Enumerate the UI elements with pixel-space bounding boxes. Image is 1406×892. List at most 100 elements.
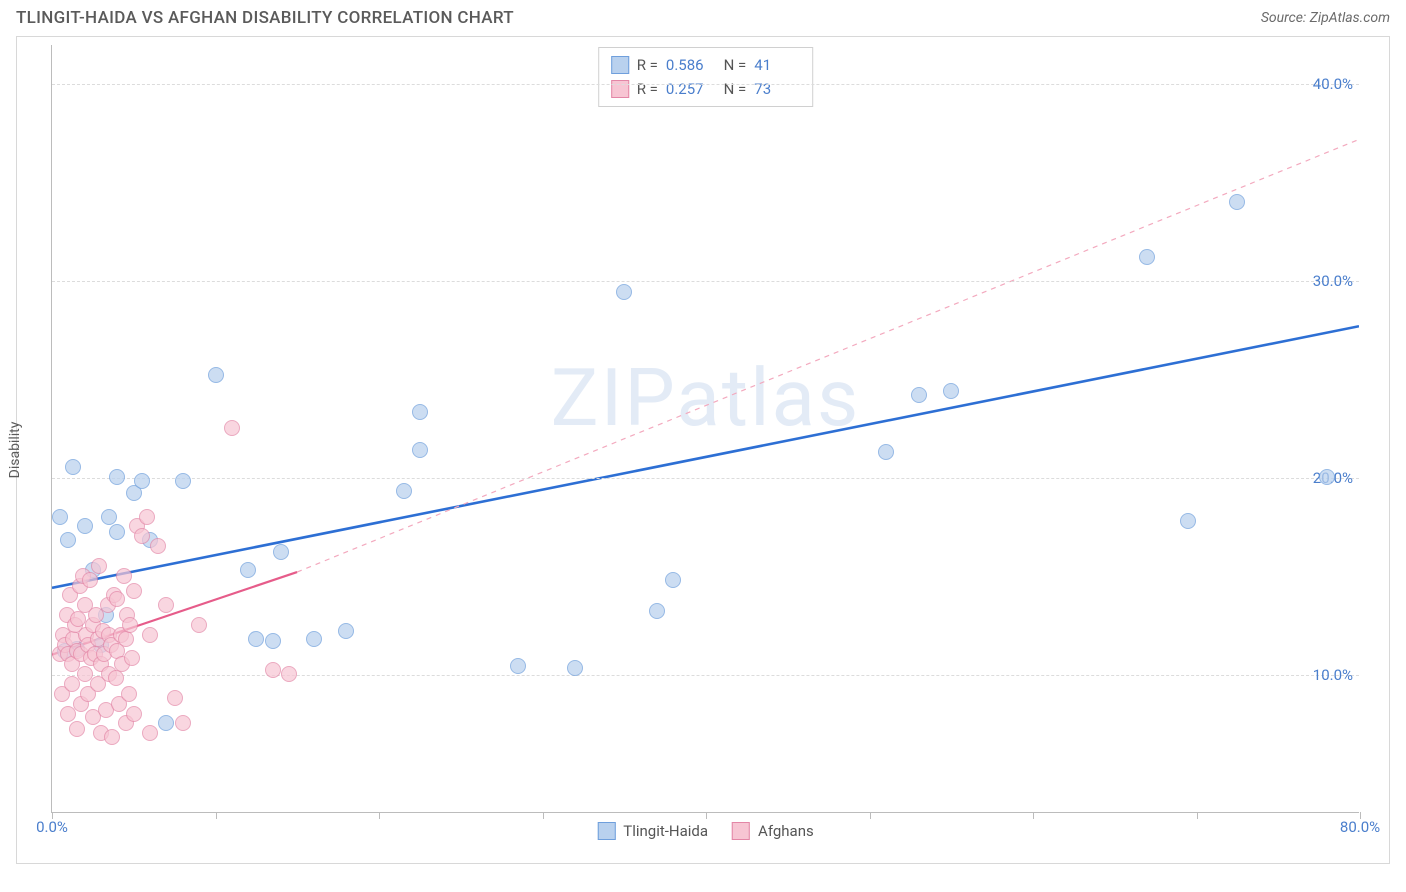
data-point [126,706,142,722]
data-point [104,729,120,745]
stat-row: R = 0.257 N = 73 [611,77,801,101]
legend-label: Afghans [758,822,814,840]
data-point [158,715,174,731]
data-point [142,725,158,741]
trend-lines [52,45,1359,812]
x-tick [706,812,707,819]
legend: Tlingit-Haida Afghans [597,822,813,840]
legend-swatch [611,80,629,98]
data-point [665,572,681,588]
legend-swatch [732,822,750,840]
y-axis-label: Disability [7,422,23,479]
data-point [175,715,191,731]
data-point [911,387,927,403]
data-point [306,631,322,647]
data-point [77,518,93,534]
data-point [396,483,412,499]
data-point [121,686,137,702]
data-point [69,721,85,737]
data-point [167,690,183,706]
x-tick [379,812,380,819]
correlation-stat-box: R = 0.586 N = 41 R = 0.257 N = 73 [598,47,814,107]
data-point [240,562,256,578]
gridline [52,84,1359,85]
y-tick-label: 10.0% [1313,666,1353,684]
watermark: ZIPatlas [551,351,861,445]
x-tick [216,812,217,819]
legend-item: Tlingit-Haida [597,822,708,840]
gridline [52,281,1359,282]
data-point [338,623,354,639]
data-point [101,509,117,525]
data-point [273,544,289,560]
stat-n-label: N = [720,53,746,77]
x-tick-label: 0.0% [36,818,68,836]
legend-item: Afghans [732,822,814,840]
data-point [191,617,207,633]
data-point [175,473,191,489]
data-point [616,284,632,300]
data-point [265,633,281,649]
data-point [567,660,583,676]
data-point [265,662,281,678]
stat-r-value: 0.257 [666,77,712,101]
x-tick [1033,812,1034,819]
y-tick-label: 40.0% [1313,75,1353,93]
data-point [109,469,125,485]
x-tick [1197,812,1198,819]
stat-n-label: N = [720,77,746,101]
data-point [139,509,155,525]
data-point [142,627,158,643]
data-point [118,631,134,647]
data-point [82,572,98,588]
data-point [943,383,959,399]
data-point [65,459,81,475]
plot-area: ZIPatlas R =0.586 N =41R =0.257 N =73 Tl… [51,45,1359,813]
data-point [224,420,240,436]
stat-r-label: R = [637,77,658,101]
data-point [412,442,428,458]
data-point [150,538,166,554]
chart-container: Disability ZIPatlas R =0.586 N =41R =0.2… [16,36,1390,864]
stat-n-value: 73 [754,77,800,101]
chart-title: TLINGIT-HAIDA VS AFGHAN DISABILITY CORRE… [16,8,514,28]
data-point [116,568,132,584]
data-point [108,670,124,686]
data-point [60,532,76,548]
data-point [91,558,107,574]
data-point [208,367,224,383]
data-point [109,591,125,607]
data-point [878,444,894,460]
data-point [122,617,138,633]
data-point [1319,469,1335,485]
data-point [412,404,428,420]
data-point [158,597,174,613]
gridline [52,478,1359,479]
x-tick [870,812,871,819]
legend-swatch [597,822,615,840]
x-tick [543,812,544,819]
data-point [124,650,140,666]
data-point [248,631,264,647]
stat-row: R = 0.586 N = 41 [611,53,801,77]
data-point [126,583,142,599]
data-point [134,473,150,489]
data-point [510,658,526,674]
x-tick-label: 80.0% [1340,818,1380,836]
stat-n-value: 41 [754,53,800,77]
legend-swatch [611,56,629,74]
data-point [70,611,86,627]
source-label: Source: ZipAtlas.com [1261,10,1390,26]
data-point [1180,513,1196,529]
legend-label: Tlingit-Haida [623,822,708,840]
data-point [649,603,665,619]
data-point [52,509,68,525]
data-point [281,666,297,682]
stat-r-label: R = [637,53,658,77]
stat-r-value: 0.586 [666,53,712,77]
data-point [109,524,125,540]
y-tick-label: 30.0% [1313,272,1353,290]
data-point [1229,194,1245,210]
data-point [134,528,150,544]
gridline [52,675,1359,676]
